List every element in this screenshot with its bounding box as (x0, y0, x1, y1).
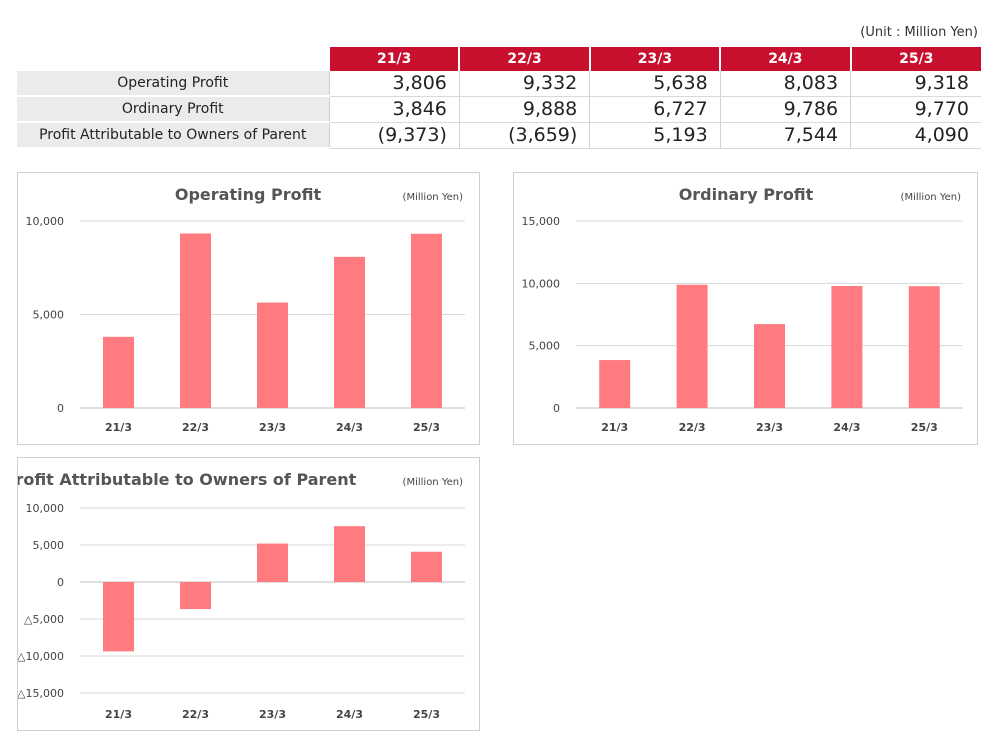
bar-24-3 (831, 286, 863, 408)
y-tick-label: 0 (57, 576, 64, 589)
bar-23-3 (754, 324, 785, 408)
y-tick-label: 5,000 (529, 340, 561, 353)
y-tick-label: △10,000 (18, 650, 64, 663)
table-cell: 3,846 (328, 96, 460, 123)
operating-profit-chart: Operating Profit (Million Yen) 0 5,000 10,00… (17, 172, 480, 445)
bar-21-3 (103, 582, 134, 652)
table-row: Ordinary Profit 3,846 9,888 6,727 9,786 … (17, 96, 981, 123)
x-category-label: 24/3 (833, 421, 860, 434)
x-category-label: 23/3 (756, 421, 783, 434)
table-cell: 6,727 (589, 96, 721, 123)
x-category-label: 22/3 (679, 421, 706, 434)
operating-profit-chart-svg: Operating Profit (Million Yen) 0 5,000 10,00… (26, 185, 465, 434)
bar-22-3 (180, 233, 211, 408)
table-cell: 3,806 (328, 71, 460, 97)
x-category-label: 21/3 (105, 708, 132, 721)
y-tick-label: 15,000 (522, 215, 561, 228)
table-cell: 8,083 (719, 71, 851, 97)
year-header: 23/3 (588, 47, 721, 71)
bar-24-3 (334, 256, 365, 408)
x-category-label: 25/3 (911, 421, 938, 434)
table-cell: 9,318 (850, 71, 981, 97)
y-tick-label: 5,000 (33, 539, 65, 552)
chart-unit: (Million Yen) (901, 192, 962, 203)
table-cell: (9,373) (328, 122, 460, 149)
bar-23-3 (257, 543, 288, 582)
chart-title: Ordinary Profit (679, 185, 814, 204)
x-category-label: 23/3 (259, 421, 286, 434)
y-tick-label: △15,000 (18, 687, 64, 700)
profit-attributable-chart-svg: Profit Attributable to Owners of Parent (… (18, 470, 465, 721)
table-cell: 9,888 (458, 96, 590, 123)
bar-22-3 (676, 284, 708, 408)
bar-23-3 (257, 302, 288, 408)
table-cell: 7,544 (719, 122, 851, 149)
y-tick-label: 5,000 (33, 309, 65, 322)
table-corner (17, 47, 329, 71)
unit-note: (Unit : Million Yen) (860, 25, 978, 40)
x-category-label: 21/3 (601, 421, 628, 434)
table-header-row: 21/3 22/3 23/3 24/3 25/3 (17, 47, 981, 71)
x-category-label: 22/3 (182, 708, 209, 721)
year-header: 24/3 (719, 47, 851, 71)
profit-summary-table: 21/3 22/3 23/3 24/3 25/3 Operating Profi… (17, 47, 981, 149)
table-cell: 9,332 (458, 71, 590, 97)
y-tick-label: 10,000 (26, 215, 65, 228)
x-category-label: 24/3 (336, 708, 363, 721)
bar-21-3 (103, 336, 134, 408)
x-category-label: 24/3 (336, 421, 363, 434)
x-category-label: 25/3 (413, 708, 440, 721)
bar-25-3 (411, 551, 442, 582)
profit-attributable-chart: Profit Attributable to Owners of Parent (… (17, 457, 480, 731)
table-cell: 4,090 (850, 122, 981, 149)
x-category-label: 25/3 (413, 421, 440, 434)
table-row: Operating Profit 3,806 9,332 5,638 8,083… (17, 71, 981, 97)
row-label: Operating Profit (17, 71, 329, 97)
y-tick-label: 0 (57, 402, 64, 415)
row-label: Profit Attributable to Owners of Parent (17, 122, 329, 149)
chart-title: Profit Attributable to Owners of Parent (18, 470, 357, 489)
table-cell: 5,193 (589, 122, 721, 149)
x-category-label: 22/3 (182, 421, 209, 434)
bar-25-3 (908, 286, 940, 408)
y-tick-label: 10,000 (522, 277, 561, 290)
bar-21-3 (599, 360, 631, 408)
table-cell: 9,770 (850, 96, 981, 123)
year-header: 21/3 (327, 47, 460, 71)
table-cell: 9,786 (719, 96, 851, 123)
row-label: Ordinary Profit (17, 96, 329, 123)
x-category-label: 21/3 (105, 421, 132, 434)
ordinary-profit-chart-svg: Ordinary Profit (Million Yen) 0 5,000 10,000… (522, 185, 963, 434)
ordinary-profit-chart: Ordinary Profit (Million Yen) 0 5,000 10,000… (513, 172, 978, 445)
y-tick-label: △5,000 (24, 613, 64, 626)
x-category-label: 23/3 (259, 708, 286, 721)
chart-unit: (Million Yen) (403, 477, 464, 488)
bar-24-3 (334, 526, 365, 582)
y-tick-label: 0 (553, 402, 560, 415)
bar-25-3 (411, 233, 442, 408)
chart-unit: (Million Yen) (403, 192, 464, 203)
table-cell: (3,659) (458, 122, 590, 149)
year-header: 22/3 (458, 47, 590, 71)
year-header: 25/3 (849, 47, 981, 71)
chart-title: Operating Profit (175, 185, 322, 204)
table-cell: 5,638 (589, 71, 721, 97)
y-tick-label: 10,000 (26, 502, 65, 515)
bar-22-3 (180, 582, 211, 610)
table-row: Profit Attributable to Owners of Parent … (17, 122, 981, 149)
